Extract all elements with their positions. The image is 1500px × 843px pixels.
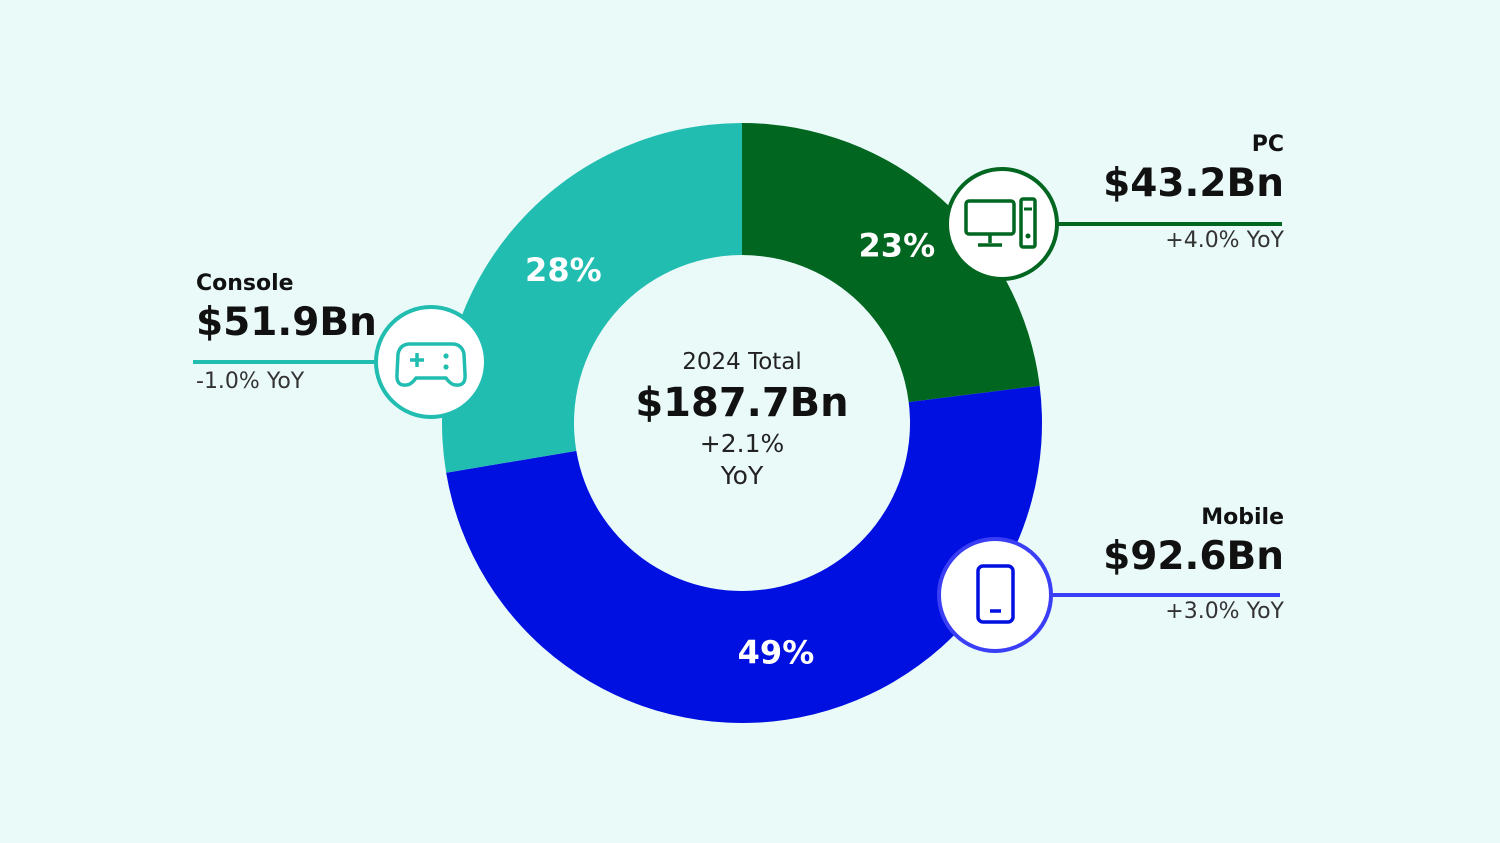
console-callout: Console $51.9Bn -1.0% YoY — [196, 270, 377, 396]
console-value: $51.9Bn — [196, 300, 377, 345]
slice-label-console: 28% — [525, 251, 602, 289]
slice-label-pc: 23% — [859, 227, 936, 265]
smartphone-icon — [937, 537, 1053, 653]
center-yoy-label: YoY — [720, 461, 764, 490]
slice-pc — [742, 123, 1040, 403]
mobile-yoy: +3.0% YoY — [1165, 599, 1284, 624]
gamepad-icon — [374, 305, 488, 419]
slice-label-mobile: 49% — [738, 634, 815, 672]
mobile-name: Mobile — [1201, 505, 1284, 530]
mobile-value: $92.6Bn — [1103, 534, 1284, 579]
slice-mobile — [446, 385, 1043, 723]
pc-yoy: +4.0% YoY — [1165, 228, 1284, 253]
console-name: Console — [196, 271, 294, 296]
pc-callout: PC $43.2Bn +4.0% YoY — [1103, 131, 1284, 255]
center-growth: +2.1% — [699, 429, 785, 458]
pc-value: $43.2Bn — [1103, 161, 1284, 206]
center-title: 2024 Total — [682, 349, 802, 375]
center-total-value: $187.7Bn — [635, 380, 849, 426]
console-yoy: -1.0% YoY — [196, 369, 305, 394]
pc-name: PC — [1251, 132, 1284, 157]
slice-console — [442, 123, 742, 473]
mobile-callout: Mobile $92.6Bn +3.0% YoY — [1103, 504, 1284, 626]
center-total-block: 2024 Total $187.7Bn +2.1% YoY — [592, 346, 892, 492]
desktop-computer-icon — [945, 167, 1059, 281]
